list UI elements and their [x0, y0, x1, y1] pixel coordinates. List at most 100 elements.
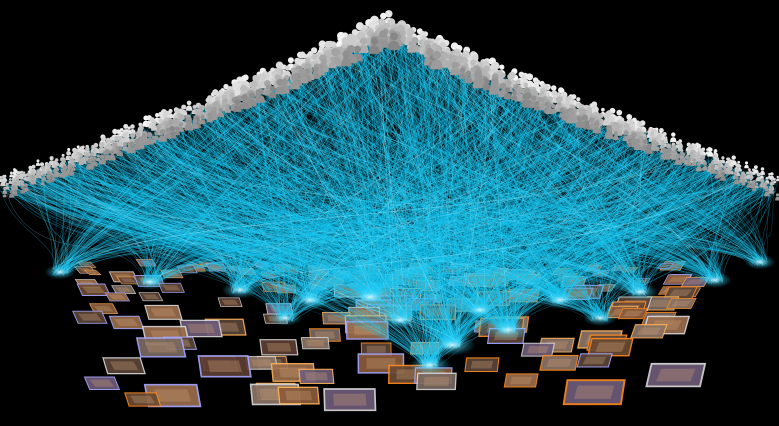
- connection-link: [148, 158, 716, 284]
- connection-link: [5, 179, 458, 349]
- connection-link: [265, 89, 718, 282]
- connection-link: [346, 52, 609, 321]
- connection-link: [381, 27, 639, 291]
- connection-link: [391, 168, 713, 317]
- connection-link: [31, 176, 315, 297]
- photo-thumbnail-icon: [83, 376, 121, 390]
- connection-link: [377, 141, 668, 298]
- photo-thumbnail-icon: [83, 269, 102, 276]
- connection-link: [302, 69, 605, 320]
- hub-glow: [583, 310, 617, 326]
- connection-link: [406, 104, 561, 317]
- connection-link: [336, 58, 429, 368]
- connection-link: [208, 113, 448, 349]
- connection-link: [16, 176, 155, 280]
- connection-link: [386, 26, 450, 345]
- connection-link: [640, 171, 739, 293]
- hub-glow: [621, 283, 659, 301]
- connection-link: [762, 177, 770, 262]
- connection-link: [513, 86, 518, 331]
- connection-link: [209, 106, 239, 287]
- connection-link: [642, 173, 739, 292]
- photo-thumbnail-icon: [108, 315, 145, 330]
- connection-link: [357, 40, 505, 328]
- connection-link: [235, 56, 331, 291]
- connection-link: [79, 156, 480, 314]
- connection-link: [242, 90, 364, 298]
- connection-link: [238, 96, 759, 266]
- connection-link: [142, 84, 279, 285]
- connection-link: [400, 37, 404, 318]
- connection-link: [715, 182, 778, 283]
- photo-thumbnail-icon: [587, 337, 634, 357]
- connection-link: [63, 165, 312, 299]
- connection-link: [187, 113, 237, 287]
- connection-link: [9, 181, 448, 349]
- photo-thumbnail-icon: [645, 362, 707, 388]
- connection-link: [226, 103, 641, 297]
- connection-link: [63, 168, 487, 308]
- hub-glow: [381, 311, 419, 329]
- connection-link: [455, 87, 510, 344]
- connection-link: [566, 143, 671, 297]
- connection-link: [69, 162, 721, 281]
- connection-link: [583, 107, 764, 260]
- photo-thumbnail-icon: [503, 373, 539, 388]
- connection-link: [688, 152, 718, 284]
- photo-thumbnail-icon: [665, 297, 697, 310]
- connection-link: [363, 45, 434, 294]
- connection-link: [0, 186, 293, 318]
- photo-thumbnail-icon: [76, 283, 111, 296]
- connection-link: [374, 42, 483, 309]
- connection-link: [25, 173, 557, 299]
- connection-link: [479, 147, 673, 309]
- photo-thumbnail-icon: [300, 337, 330, 350]
- connection-link: [460, 70, 486, 307]
- connection-link: [708, 181, 748, 280]
- connection-link: [183, 118, 710, 285]
- connection-link: [186, 118, 640, 294]
- connection-link: [137, 135, 598, 315]
- connection-link: [657, 145, 712, 278]
- connection-link: [474, 74, 762, 261]
- connection-link: [456, 178, 749, 344]
- connection-link: [60, 152, 683, 271]
- photo-thumbnail-icon: [72, 310, 108, 324]
- photo-thumbnail-icon: [539, 354, 579, 371]
- hub-glow: [461, 301, 499, 319]
- connection-link: [238, 36, 399, 293]
- connection-link: [66, 145, 116, 271]
- connection-link: [545, 104, 761, 263]
- connection-link: [271, 75, 715, 284]
- connection-link: [147, 131, 240, 293]
- photo-thumbnail-icon: [416, 372, 457, 391]
- connection-link: [453, 100, 568, 343]
- hub-glow: [133, 274, 167, 290]
- photo-thumbnail-icon: [124, 392, 162, 407]
- photo-thumbnail-icon: [298, 368, 335, 384]
- connection-link: [449, 151, 666, 343]
- connection-link: [206, 104, 294, 321]
- connection-link: [157, 125, 233, 293]
- connection-link: [19, 184, 239, 289]
- connection-link: [220, 96, 245, 292]
- photo-thumbnail-icon: [630, 324, 668, 339]
- connection-link: [513, 108, 576, 333]
- connection-link: [80, 160, 151, 283]
- hub-glow: [485, 319, 531, 341]
- connection-link: [479, 140, 662, 314]
- connection-link: [306, 151, 673, 304]
- connection-link: [333, 62, 450, 342]
- connection-link: [44, 169, 307, 298]
- photo-thumbnail-icon: [102, 357, 146, 375]
- connection-link: [374, 30, 646, 296]
- hub-glow: [44, 264, 76, 280]
- connection-link: [722, 179, 766, 283]
- connection-link: [398, 96, 535, 320]
- connection-link: [30, 168, 367, 301]
- connection-link: [61, 155, 87, 275]
- hub-glow: [290, 290, 330, 310]
- connection-link: [439, 57, 710, 279]
- connection-link: [498, 83, 714, 280]
